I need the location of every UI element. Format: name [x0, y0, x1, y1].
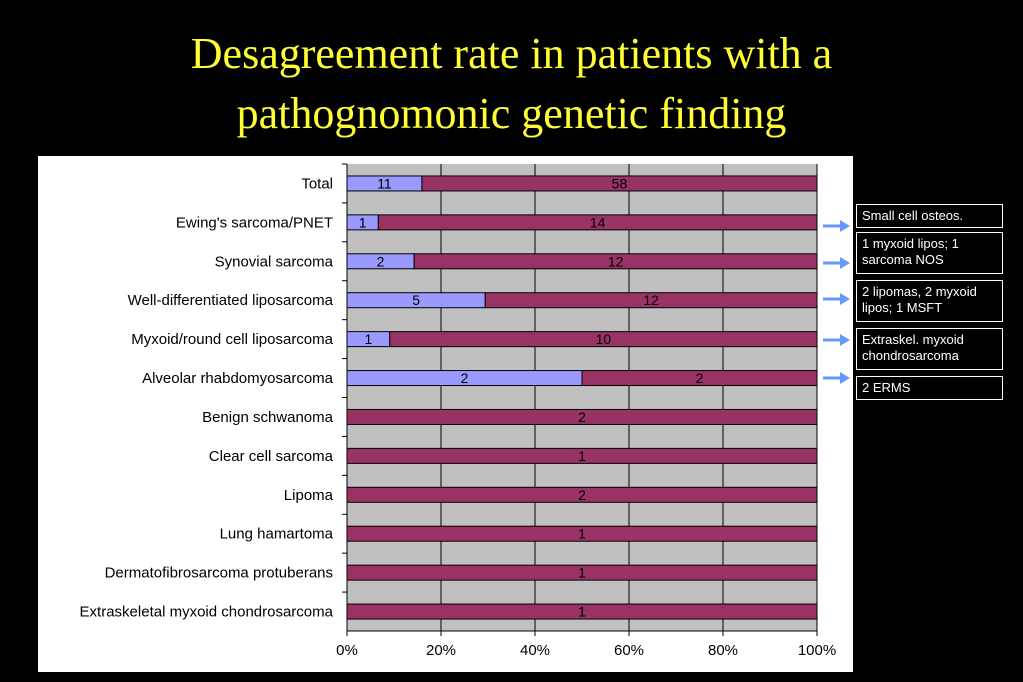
bar-segment-disagree	[346, 447, 818, 464]
bar-value-label: 12	[643, 292, 659, 308]
chart-panel: 0% 20% 40% 60% 80% 100% Total 11 58 Ewing's sarco…	[38, 156, 853, 672]
category-label: Synovial sarcoma	[215, 253, 334, 270]
bar-value-label: 2	[578, 487, 586, 503]
arrow-right-icon	[823, 293, 850, 305]
category-label: Clear cell sarcoma	[209, 448, 334, 465]
arrow-right-icon	[823, 257, 850, 269]
bar-value-label: 12	[608, 253, 624, 269]
bar-segment-disagree	[346, 603, 818, 620]
bar-value-label: 1	[359, 214, 367, 230]
note-box-lipomas: 2 lipomas, 2 myxoid lipos; 1 MSFT	[856, 280, 1003, 322]
bar-segment-disagree	[346, 408, 818, 425]
note-box-small-cell: Small cell osteos.	[856, 204, 1003, 228]
bar-value-label: 2	[696, 370, 704, 386]
category-label: Lipoma	[284, 487, 334, 504]
arrow-right-icon	[823, 372, 850, 384]
slide-title-line-2: pathognomonic genetic finding	[236, 89, 787, 138]
category-label: Alveolar rhabdomyosarcoma	[142, 370, 334, 387]
bar-segment-disagree	[581, 370, 818, 387]
x-tick-label: 60%	[614, 642, 644, 659]
plot-area	[347, 164, 817, 631]
bar-segment-disagree	[346, 525, 818, 542]
bar-value-label: 58	[612, 175, 628, 191]
note-box-myxoid-lipos: 1 myxoid lipos; 1 sarcoma NOS	[856, 232, 1003, 274]
category-label: Ewing's sarcoma/PNET	[176, 214, 333, 231]
note-box-erms: 2 ERMS	[856, 376, 1003, 400]
bar-value-label: 11	[377, 175, 392, 191]
category-label: Myxoid/round cell liposarcoma	[131, 331, 333, 348]
category-label: Total	[301, 175, 333, 192]
bar-value-label: 1	[364, 331, 372, 347]
x-tick-label: 80%	[708, 642, 738, 659]
bar-segment-disagree	[421, 175, 818, 192]
arrow-right-icon	[823, 220, 850, 232]
bar-value-label: 1	[578, 526, 586, 542]
x-tick-label: 0%	[336, 642, 358, 659]
bar-segment-disagree	[346, 486, 818, 503]
bar-segment-disagree	[377, 214, 818, 231]
bar-value-label: 2	[461, 370, 469, 386]
x-tick-label: 100%	[798, 642, 836, 659]
category-label: Well-differentiated liposarcoma	[128, 292, 334, 309]
note-box-extraskel: Extraskel. myxoid chondrosarcoma	[856, 328, 1003, 370]
slide-title-line-1: Desagreement rate in patients with a	[190, 29, 833, 78]
bar-value-label: 5	[412, 292, 420, 308]
bar-value-label: 2	[578, 409, 586, 425]
bar-value-label: 1	[578, 448, 586, 464]
arrow-right-icon	[823, 334, 850, 346]
bar-segment-disagree	[389, 331, 818, 348]
x-tick-label: 40%	[520, 642, 550, 659]
category-label: Extraskeletal myxoid chondrosarcoma	[80, 604, 334, 621]
bar-value-label: 10	[596, 331, 612, 347]
category-label: Benign schwanoma	[202, 409, 334, 426]
bar-segment-disagree	[346, 564, 818, 581]
bar-value-label: 14	[590, 214, 606, 230]
bar-value-label: 2	[377, 253, 385, 269]
x-tick-label: 20%	[426, 642, 456, 659]
bar-segment-disagree	[484, 292, 818, 309]
slide-title: Desagreement rate in patients with a pat…	[0, 24, 1023, 144]
category-label: Dermatofibrosarcoma protuberans	[105, 565, 333, 582]
category-label: Lung hamartoma	[220, 526, 334, 543]
bar-segment-disagree	[413, 253, 818, 270]
bar-value-label: 1	[578, 604, 586, 620]
bar-value-label: 1	[578, 565, 586, 581]
